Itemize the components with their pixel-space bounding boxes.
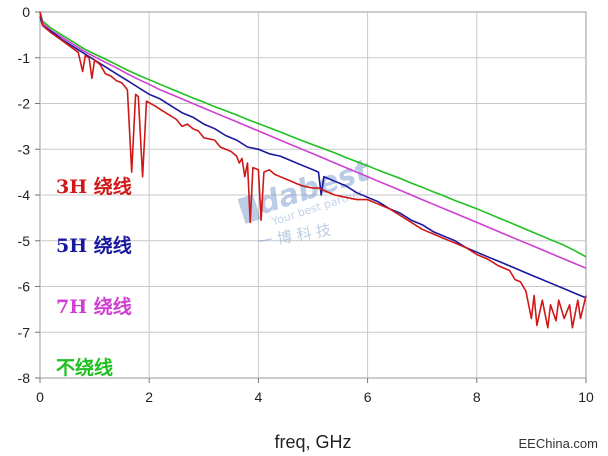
x-axis-ticks: 0 2 4 6 8 10 <box>36 378 594 405</box>
legend-label-7h: 7H 绕线 <box>56 295 132 318</box>
y-tick-label: 0 <box>22 4 30 20</box>
legend-label-3h: 3H 绕线 <box>56 175 132 198</box>
x-tick-label: 6 <box>364 389 372 405</box>
y-tick-label: -2 <box>18 96 31 112</box>
series-layer <box>39 11 587 329</box>
grid-lines <box>39 11 587 379</box>
legend: 3H 绕线 5H 绕线 7H 绕线 不绕线 <box>56 175 132 379</box>
series-line-7h <box>39 11 587 269</box>
y-axis-ticks: 0 -1 -2 -3 -4 -5 -6 -7 -8 <box>18 4 40 386</box>
y-tick-label: -7 <box>18 324 31 340</box>
series-line-none <box>39 11 587 258</box>
y-tick-label: -8 <box>18 370 31 386</box>
series-line-3h <box>39 11 587 329</box>
y-tick-label: -1 <box>18 50 31 66</box>
x-tick-label: 0 <box>36 389 44 405</box>
x-tick-label: 2 <box>145 389 153 405</box>
x-tick-label: 4 <box>255 389 263 405</box>
x-axis-label: freq, GHz <box>274 432 351 452</box>
x-tick-label: 8 <box>473 389 481 405</box>
y-tick-label: -4 <box>18 187 31 203</box>
y-tick-label: -5 <box>18 233 31 249</box>
series-line-5h <box>39 16 587 299</box>
y-tick-label: -3 <box>18 141 31 157</box>
y-tick-label: -6 <box>18 279 31 295</box>
legend-label-5h: 5H 绕线 <box>56 234 132 257</box>
x-tick-label: 10 <box>578 389 594 405</box>
source-label: EEChina.com <box>519 436 598 451</box>
legend-label-none: 不绕线 <box>56 356 113 379</box>
